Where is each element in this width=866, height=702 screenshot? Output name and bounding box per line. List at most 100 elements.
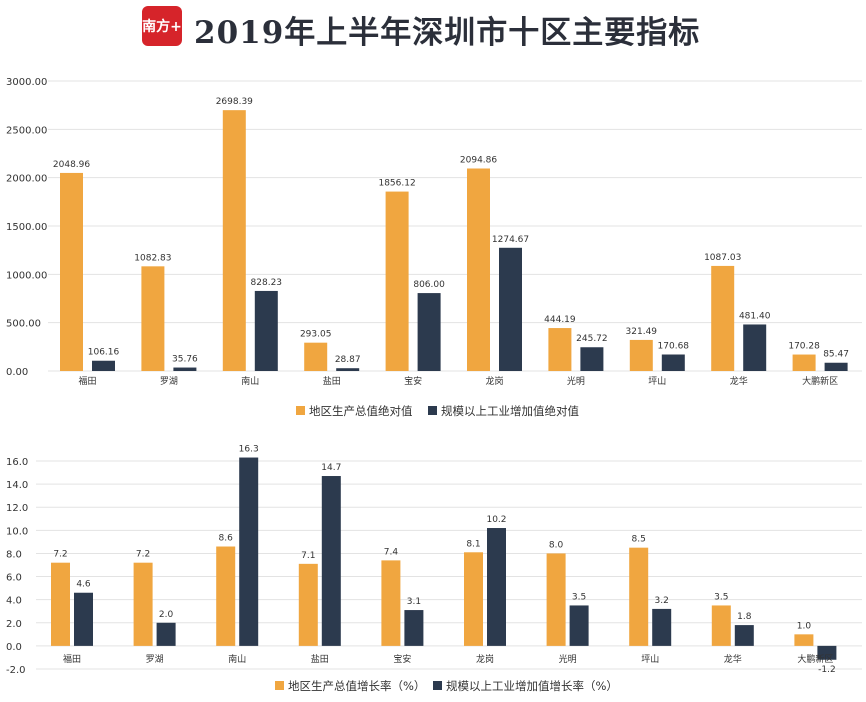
data-label: 7.4 <box>384 547 399 557</box>
data-label: 4.6 <box>76 580 91 590</box>
data-label: 8.6 <box>219 534 234 544</box>
bar-gdp-7 <box>629 339 653 371</box>
x-category-label: 宝安 <box>404 375 422 387</box>
bar-gdp-4 <box>381 560 401 646</box>
bar-gdp-4 <box>385 191 409 371</box>
page-header: 南方+ 2019年上半年深圳市十区主要指标 <box>0 0 866 56</box>
y-tick-label: 2.0 <box>6 619 22 630</box>
legend-swatch-gdp <box>275 681 284 690</box>
bar-gdp-5 <box>464 552 483 646</box>
x-category-label: 盐田 <box>323 375 341 387</box>
data-label: 28.87 <box>335 355 361 365</box>
y-tick-label: 2500.00 <box>6 125 47 136</box>
x-category-label: 光明 <box>559 653 577 665</box>
data-label: 2698.39 <box>216 97 253 107</box>
data-label: 481.40 <box>739 311 771 321</box>
legend-label-industry: 规模以上工业增加值增长率（%） <box>446 679 618 693</box>
x-category-label: 盐田 <box>311 653 329 665</box>
bar-gdp-6 <box>546 553 566 646</box>
y-tick-label: 14.0 <box>6 480 28 491</box>
y-tick-label: 6.0 <box>6 573 22 584</box>
data-label: 245.72 <box>576 334 608 344</box>
bar-gdp-0 <box>51 562 70 646</box>
x-category-label: 南山 <box>228 653 246 665</box>
legend-swatch-industry <box>428 406 437 415</box>
bar-gdp-2 <box>216 546 236 646</box>
bar-industry-4 <box>404 610 424 646</box>
x-category-label: 龙华 <box>724 653 742 665</box>
bar-industry-4 <box>417 293 441 371</box>
x-category-label: 大鹏新区 <box>802 375 838 387</box>
data-label: 1087.03 <box>704 253 741 263</box>
x-category-label: 南山 <box>241 375 259 387</box>
bar-industry-6 <box>580 347 604 371</box>
x-category-label: 光明 <box>567 375 585 387</box>
data-label: 8.1 <box>466 539 480 549</box>
y-tick-label: 0.00 <box>6 367 28 378</box>
bar-gdp-1 <box>133 562 153 646</box>
bar-industry-2 <box>239 457 259 646</box>
bar-gdp-9 <box>794 634 814 646</box>
x-category-label: 龙岗 <box>485 375 503 387</box>
bar-industry-0 <box>74 592 93 646</box>
bar-industry-7 <box>652 608 672 646</box>
y-tick-label: -2.0 <box>6 665 26 676</box>
data-label: 7.2 <box>53 550 67 560</box>
bar-gdp-9 <box>792 354 816 371</box>
legend-label-industry: 规模以上工业增加值绝对值 <box>441 404 579 418</box>
bar-industry-8 <box>743 324 767 371</box>
y-tick-label: 3000.00 <box>6 77 47 88</box>
bar-gdp-0 <box>60 172 83 371</box>
x-category-label: 龙华 <box>730 375 748 387</box>
bar-industry-5 <box>499 247 522 371</box>
x-category-label: 坪山 <box>641 654 659 665</box>
data-label: 1856.12 <box>378 179 415 189</box>
data-label: 8.5 <box>632 535 646 545</box>
nanfang-plus-logo: 南方+ <box>142 6 182 46</box>
data-label: 106.16 <box>88 348 120 358</box>
data-label: 170.68 <box>658 342 690 352</box>
legend-swatch-gdp <box>296 406 305 415</box>
bar-gdp-8 <box>711 265 735 371</box>
bar-industry-1 <box>173 367 197 371</box>
bar-gdp-2 <box>222 110 246 371</box>
bar-gdp-3 <box>298 563 318 646</box>
x-category-label: 龙岗 <box>476 653 494 665</box>
bar-industry-0 <box>92 360 115 371</box>
y-tick-label: 16.0 <box>6 457 28 468</box>
bar-gdp-7 <box>629 547 649 646</box>
data-label: 2.0 <box>159 610 174 620</box>
page-title: 2019年上半年深圳市十区主要指标 <box>194 15 701 51</box>
x-category-label: 坪山 <box>648 376 666 387</box>
x-category-label: 大鹏新区 <box>797 653 833 665</box>
data-label: 8.0 <box>549 540 564 550</box>
legend-swatch-industry <box>433 681 442 690</box>
bar-gdp-3 <box>304 342 328 371</box>
data-label: 444.19 <box>544 315 576 325</box>
data-label: 16.3 <box>239 445 259 455</box>
bar-industry-6 <box>569 605 589 646</box>
data-label: 170.28 <box>788 342 820 352</box>
bar-industry-1 <box>156 622 176 646</box>
y-tick-label: 4.0 <box>6 596 22 607</box>
data-label: 1.8 <box>737 612 752 622</box>
data-label: -1.2 <box>818 665 836 675</box>
bar-industry-9 <box>824 362 848 371</box>
bar-gdp-8 <box>711 605 731 646</box>
x-category-label: 罗湖 <box>160 376 178 387</box>
data-label: 35.76 <box>172 355 198 365</box>
legend-label-gdp: 地区生产总值增长率（%） <box>288 679 425 693</box>
data-label: 7.1 <box>301 551 315 561</box>
data-label: 1274.67 <box>492 235 529 245</box>
data-label: 7.2 <box>136 550 150 560</box>
data-label: 3.5 <box>714 592 728 602</box>
data-label: 3.1 <box>407 597 421 607</box>
data-label: 321.49 <box>626 327 658 337</box>
data-label: 293.05 <box>300 330 332 340</box>
x-category-label: 罗湖 <box>146 654 164 665</box>
data-label: 1082.83 <box>134 253 171 263</box>
bar-industry-3 <box>321 476 341 646</box>
data-label: 828.23 <box>251 278 283 288</box>
y-tick-label: 2000.00 <box>6 174 47 185</box>
data-label: 85.47 <box>823 350 849 360</box>
